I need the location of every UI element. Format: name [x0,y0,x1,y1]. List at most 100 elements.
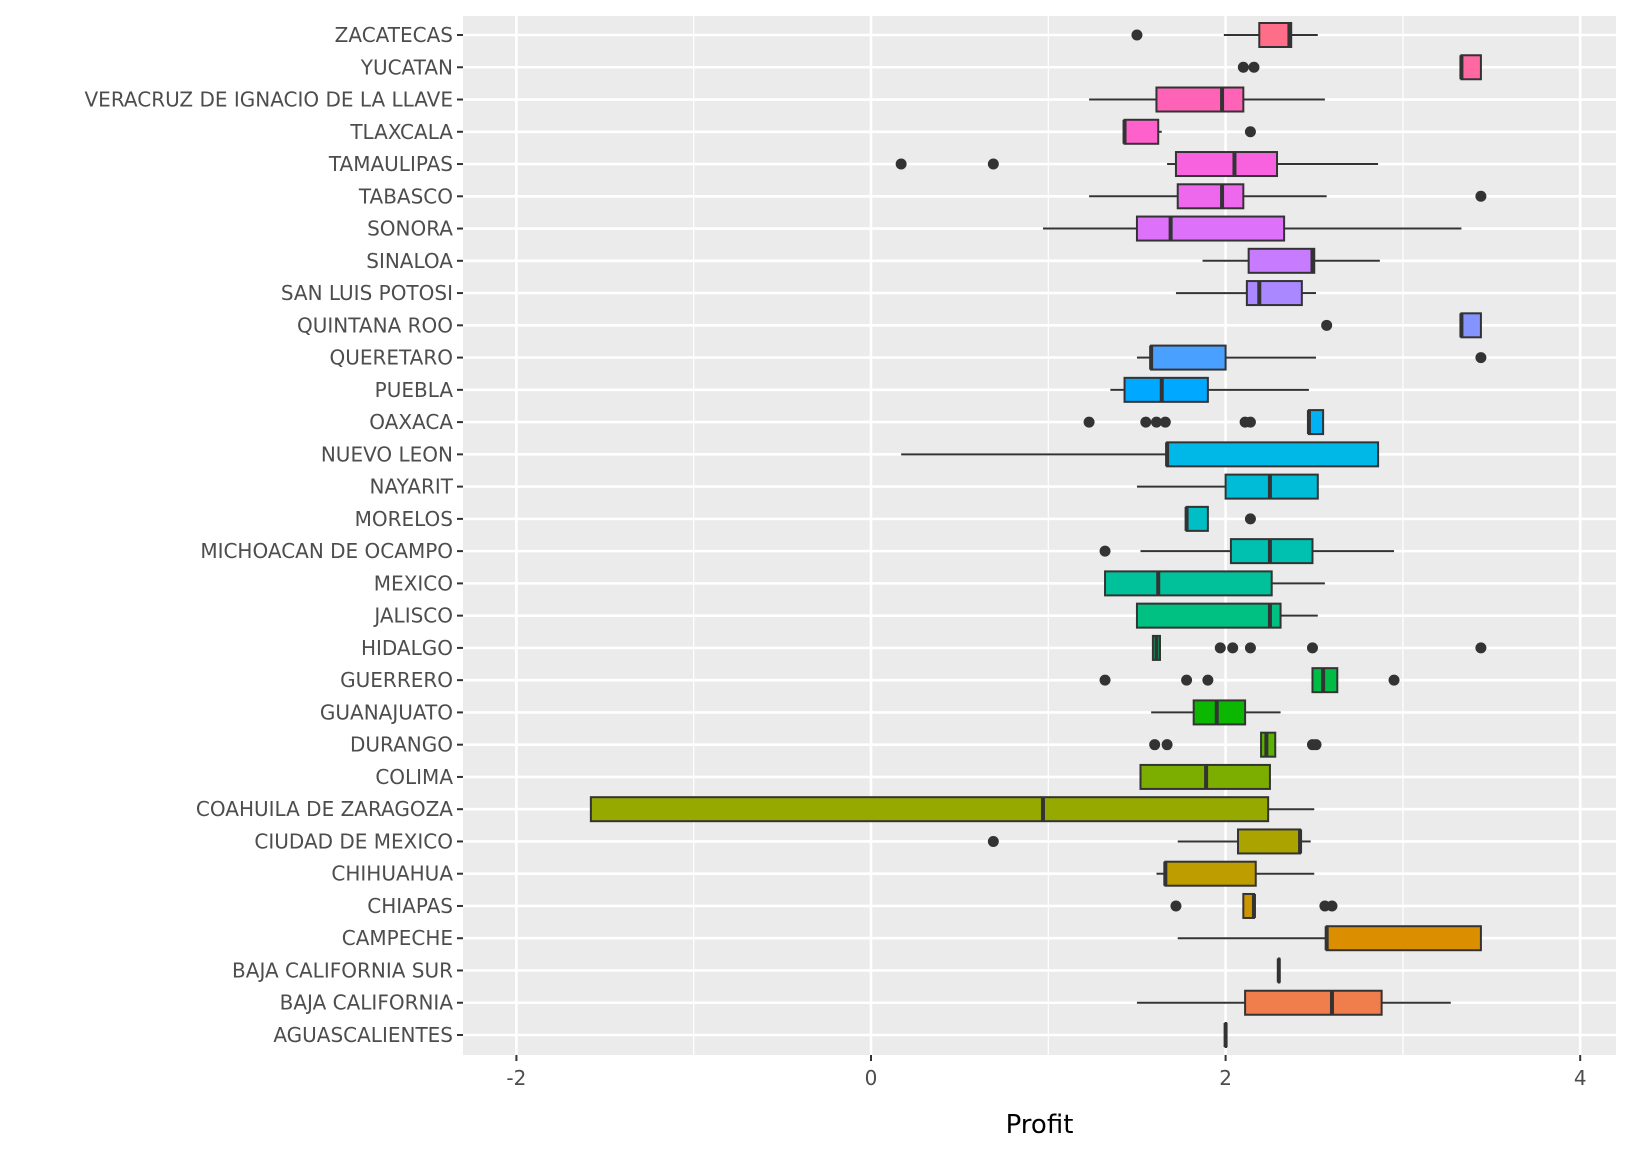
box-coahuila-de-zaragoza [589,796,1315,823]
box-guerrero [1099,667,1400,694]
box-iqr [1237,828,1302,855]
y-tick-label: DURANGO [350,733,453,757]
box-iqr [1174,151,1279,178]
box-iqr [1258,22,1293,48]
box-campeche [1177,925,1482,952]
box-baja-california-sur [1276,957,1281,984]
y-tick-label: NUEVO LEON [321,442,453,466]
y-tick-label: MORELOS [355,507,453,531]
y-axis: AGUASCALIENTES BAJA CALIFORNIA BAJA CALIFO… [85,23,463,1047]
y-tick-label: GUANAJUATO [320,700,453,724]
box-guanajuato [1151,699,1281,726]
outlier-point [1326,900,1338,912]
outlier-point [1099,545,1111,557]
y-tick-label: SAN LUIS POTOSI [281,281,453,305]
outlier-point [1227,642,1239,654]
box-durango [1149,731,1322,758]
outlier-point [1306,642,1318,654]
y-tick-label: PUEBLA [375,378,454,402]
y-tick-label: SONORA [367,217,453,241]
y-tick-label: AGUASCALIENTES [273,1023,453,1047]
outlier-point [1181,674,1193,686]
box-iqr [1247,247,1316,274]
y-tick-label: CAMPECHE [342,926,453,950]
box-puebla [1110,376,1309,403]
box-jalisco [1135,602,1318,629]
y-tick-label: BAJA CALIFORNIA SUR [232,958,453,982]
y-tick-label: YUCATAN [360,55,453,79]
boxes-layer [589,22,1487,1048]
outlier-point [1244,513,1256,525]
y-tick-label: TAMAULIPAS [328,152,453,176]
box-iqr [1244,989,1383,1016]
box-mexico [1104,570,1325,597]
box-queretaro [1136,344,1487,371]
outlier-point [1475,352,1487,364]
outlier-point [895,158,907,170]
box-morelos [1184,505,1256,532]
y-tick-label: JALISCO [372,604,453,628]
outlier-point [1321,319,1333,331]
y-tick-label: OAXACA [369,410,453,434]
box-tamaulipas [895,151,1379,178]
box-iqr [589,796,1270,823]
plot-panel [463,16,1616,1055]
box-baja-california [1136,989,1451,1016]
box-quintana-roo [1321,312,1482,339]
box-colima [1139,763,1271,790]
outlier-point [1248,61,1260,73]
outlier-point [1244,416,1256,428]
box-chiapas [1170,892,1338,919]
outlier-point [1214,642,1226,654]
box-chihuahua [1156,860,1315,887]
y-tick-label: TABASCO [358,184,453,208]
box-iqr [1123,376,1209,403]
y-tick-label: COAHUILA DE ZARAGOZA [196,797,453,821]
box-iqr [1460,54,1482,81]
x-tick-label: 4 [1574,1066,1587,1090]
y-tick-label: COLIMA [375,765,453,789]
y-tick-label: NAYARIT [370,475,454,499]
box-sinaloa [1202,247,1380,274]
x-tick-label: 2 [1219,1066,1232,1090]
box-tlaxcala [1122,118,1256,145]
box-veracruz-de-ignacio-de-la-llave [1089,86,1325,113]
y-tick-label: CIUDAD DE MEXICO [254,829,453,853]
box-zacatecas [1131,22,1318,48]
outlier-point [1388,674,1400,686]
y-tick-label: ZACATECAS [335,23,453,47]
box-iqr [1176,183,1245,210]
x-axis: -2 0 2 4 [506,1055,1587,1090]
box-aguascalientes [1223,1022,1228,1048]
box-iqr [1155,86,1245,113]
outlier-point [1150,416,1162,428]
box-iqr [1150,344,1227,371]
y-tick-label: QUERETARO [329,346,453,370]
box-tabasco [1089,183,1487,210]
outlier-point [1475,190,1487,202]
y-tick-label: CHIAPAS [367,894,453,918]
box-michoacan-de-ocampo [1099,538,1395,565]
y-tick-label: CHIHUAHUA [331,862,453,886]
y-tick-label: SINALOA [366,249,453,273]
box-iqr [1192,699,1247,726]
outlier-point [1475,642,1487,654]
box-nuevo-leon [901,441,1380,468]
outlier-point [987,835,999,847]
box-iqr [1325,925,1482,952]
x-tick-label: -2 [506,1066,526,1090]
box-iqr [1166,441,1380,468]
box-oaxaca [1083,409,1325,436]
box-iqr [1104,570,1273,597]
box-nayarit [1136,473,1319,500]
outlier-point [1244,126,1256,138]
box-ciudad-de-mexico [987,828,1311,855]
box-sonora [1042,215,1462,242]
outlier-point [1170,900,1182,912]
y-tick-label: MEXICO [374,571,453,595]
outlier-point [1161,739,1173,751]
box-iqr [1123,118,1160,145]
x-tick-label: 0 [865,1066,878,1090]
outlier-point [1131,29,1143,41]
